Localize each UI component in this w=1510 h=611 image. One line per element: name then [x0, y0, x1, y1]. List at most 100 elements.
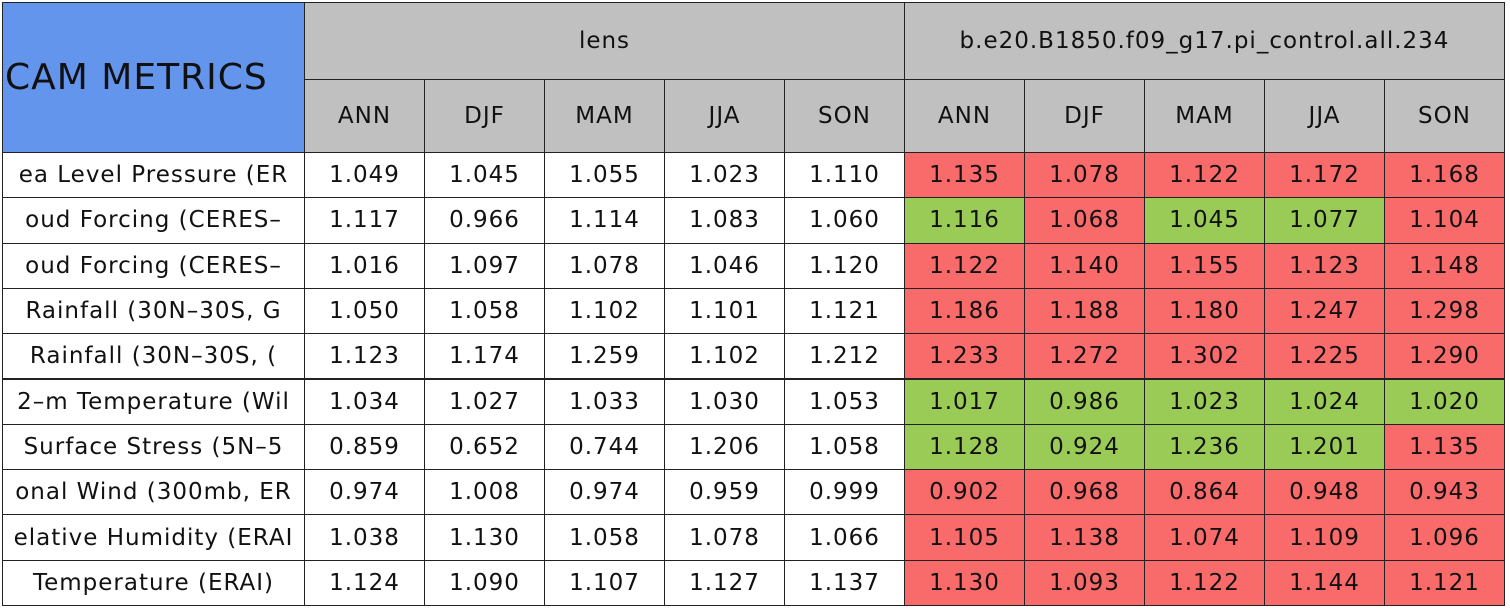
season-header: SON	[1384, 79, 1505, 153]
season-header: ANN	[904, 79, 1025, 153]
metric-cell: 1.024	[1264, 378, 1385, 425]
season-header: DJF	[424, 79, 545, 153]
row-label: 2–m Temperature (Wil	[2, 378, 305, 425]
season-header: JJA	[664, 79, 785, 153]
metric-cell: 1.053	[784, 378, 905, 425]
metric-cell: 1.078	[544, 242, 665, 289]
metric-cell: 1.172	[1264, 152, 1385, 199]
metric-cell: 0.999	[784, 469, 905, 516]
metric-cell: 1.236	[1144, 423, 1265, 471]
metric-cell: 0.986	[1024, 378, 1145, 425]
metric-cell: 1.135	[904, 152, 1025, 199]
metric-cell: 0.974	[544, 469, 665, 516]
metric-cell: 1.148	[1384, 242, 1505, 289]
metric-cell: 1.117	[304, 197, 425, 244]
metric-cell: 1.083	[664, 197, 785, 244]
season-header: ANN	[304, 79, 425, 153]
metric-cell: 1.155	[1144, 242, 1265, 289]
metric-cell: 1.128	[904, 423, 1025, 471]
row-label: ea Level Pressure (ER	[2, 152, 305, 199]
metric-cell: 0.948	[1264, 469, 1385, 516]
metric-cell: 1.302	[1144, 333, 1265, 380]
metric-cell: 1.097	[424, 242, 545, 289]
metric-cell: 1.020	[1384, 378, 1505, 425]
metric-cell: 0.966	[424, 197, 545, 244]
metric-cell: 1.122	[904, 242, 1025, 289]
metric-cell: 1.017	[904, 378, 1025, 425]
metric-cell: 1.130	[424, 514, 545, 561]
metric-cell: 1.023	[664, 152, 785, 199]
metric-cell: 1.122	[1144, 559, 1265, 606]
metric-cell: 1.049	[304, 152, 425, 199]
metric-cell: 1.046	[664, 242, 785, 289]
season-header: JJA	[1264, 79, 1385, 153]
metric-cell: 0.924	[1024, 423, 1145, 471]
metric-cell: 1.174	[424, 333, 545, 380]
metric-cell: 1.233	[904, 333, 1025, 380]
season-header: SON	[784, 79, 905, 153]
metric-cell: 1.058	[784, 423, 905, 471]
group-header: b.e20.B1850.f09_g17.pi_control.all.234	[904, 2, 1505, 80]
metric-cell: 1.123	[304, 333, 425, 380]
metric-cell: 1.034	[304, 378, 425, 425]
row-label: onal Wind (300mb, ER	[2, 469, 305, 516]
metric-cell: 1.122	[1144, 152, 1265, 199]
metric-cell: 1.078	[664, 514, 785, 561]
metric-cell: 1.127	[664, 559, 785, 606]
metric-cell: 1.074	[1144, 514, 1265, 561]
metric-cell: 1.078	[1024, 152, 1145, 199]
row-label: Rainfall (30N–30S, (	[2, 333, 305, 380]
metric-cell: 1.008	[424, 469, 545, 516]
metric-cell: 0.959	[664, 469, 785, 516]
metric-cell: 1.186	[904, 287, 1025, 335]
metric-cell: 1.123	[1264, 242, 1385, 289]
metric-cell: 0.943	[1384, 469, 1505, 516]
metric-cell: 1.180	[1144, 287, 1265, 335]
metric-cell: 0.968	[1024, 469, 1145, 516]
metric-cell: 1.290	[1384, 333, 1505, 380]
metric-cell: 1.045	[424, 152, 545, 199]
metric-cell: 1.138	[1024, 514, 1145, 561]
metric-cell: 1.077	[1264, 197, 1385, 244]
metric-cell: 1.038	[304, 514, 425, 561]
season-header: MAM	[544, 79, 665, 153]
metric-cell: 1.272	[1024, 333, 1145, 380]
metric-cell: 1.066	[784, 514, 905, 561]
metric-cell: 1.225	[1264, 333, 1385, 380]
row-label: Temperature (ERAI)	[2, 559, 305, 606]
metric-cell: 1.109	[1264, 514, 1385, 561]
metric-cell: 1.121	[1384, 559, 1505, 606]
metric-cell: 0.652	[424, 423, 545, 471]
row-label: oud Forcing (CERES–	[2, 197, 305, 244]
metric-cell: 1.140	[1024, 242, 1145, 289]
metric-cell: 1.110	[784, 152, 905, 199]
metric-cell: 1.023	[1144, 378, 1265, 425]
metric-cell: 1.121	[784, 287, 905, 335]
metric-cell: 1.201	[1264, 423, 1385, 471]
metric-cell: 1.135	[1384, 423, 1505, 471]
metric-cell: 0.859	[304, 423, 425, 471]
metric-cell: 1.168	[1384, 152, 1505, 199]
metric-cell: 1.206	[664, 423, 785, 471]
metric-cell: 1.298	[1384, 287, 1505, 335]
metric-cell: 1.137	[784, 559, 905, 606]
metric-cell: 0.864	[1144, 469, 1265, 516]
metric-cell: 0.744	[544, 423, 665, 471]
row-label: oud Forcing (CERES–	[2, 242, 305, 289]
metric-cell: 1.104	[1384, 197, 1505, 244]
metric-cell: 1.130	[904, 559, 1025, 606]
metric-cell: 1.050	[304, 287, 425, 335]
metric-cell: 1.060	[784, 197, 905, 244]
metric-cell: 1.093	[1024, 559, 1145, 606]
metric-cell: 1.090	[424, 559, 545, 606]
metric-cell: 1.102	[664, 333, 785, 380]
row-label: elative Humidity (ERAI	[2, 514, 305, 561]
season-header: MAM	[1144, 79, 1265, 153]
metric-cell: 1.058	[544, 514, 665, 561]
metric-cell: 1.068	[1024, 197, 1145, 244]
metric-cell: 1.247	[1264, 287, 1385, 335]
metric-cell: 1.114	[544, 197, 665, 244]
metric-cell: 1.102	[544, 287, 665, 335]
row-label: Rainfall (30N–30S, G	[2, 287, 305, 335]
metric-cell: 1.188	[1024, 287, 1145, 335]
